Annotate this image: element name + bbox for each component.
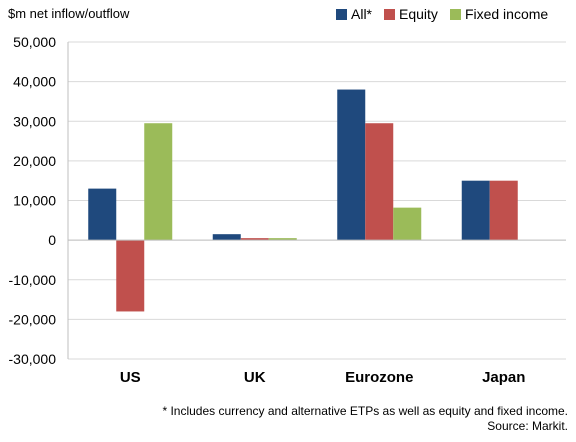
legend-label-all: All* [351, 6, 373, 22]
x-tick-label: US [120, 369, 141, 386]
legend-swatch-fixed-income [449, 8, 461, 20]
footnote: * Includes currency and alternative ETPs… [162, 404, 568, 434]
bar [393, 207, 422, 241]
chart-legend: All* Equity Fixed income [336, 6, 560, 22]
bar [240, 238, 269, 241]
bar [365, 123, 394, 241]
y-tick-label: 30,000 [13, 113, 56, 129]
legend-item-fixed-income: Fixed income [449, 6, 549, 22]
bar [212, 234, 241, 241]
y-tick-label: -10,000 [9, 272, 57, 288]
y-tick-label: 40,000 [13, 74, 56, 90]
y-tick-label: 10,000 [13, 193, 56, 209]
footnote-line-1: * Includes currency and alternative ETPs… [162, 404, 568, 418]
y-tick-label: 20,000 [13, 153, 56, 169]
bar [337, 89, 366, 241]
legend-label-fixed-income: Fixed income [464, 6, 549, 22]
bar [268, 238, 297, 241]
footnote-source: Source: Markit. [487, 419, 568, 433]
x-tick-label: Eurozone [345, 369, 413, 386]
bar [461, 180, 490, 241]
y-tick-label: -30,000 [9, 351, 57, 367]
bar [116, 240, 145, 312]
x-tick-label: UK [244, 369, 266, 386]
y-tick-label: 0 [48, 232, 56, 248]
legend-item-all: All* [336, 6, 372, 22]
bar [144, 123, 173, 241]
legend-swatch-all [336, 8, 347, 20]
y-axis-title: $m net inflow/outflow [8, 6, 130, 21]
bar [88, 188, 117, 241]
bar [489, 180, 518, 241]
legend-swatch-equity [384, 8, 396, 20]
legend-label-equity: Equity [399, 6, 438, 22]
y-tick-label: 50,000 [13, 34, 56, 50]
legend-item-equity: Equity [384, 6, 438, 22]
y-tick-label: -20,000 [9, 311, 57, 327]
x-tick-label: Japan [482, 369, 525, 386]
